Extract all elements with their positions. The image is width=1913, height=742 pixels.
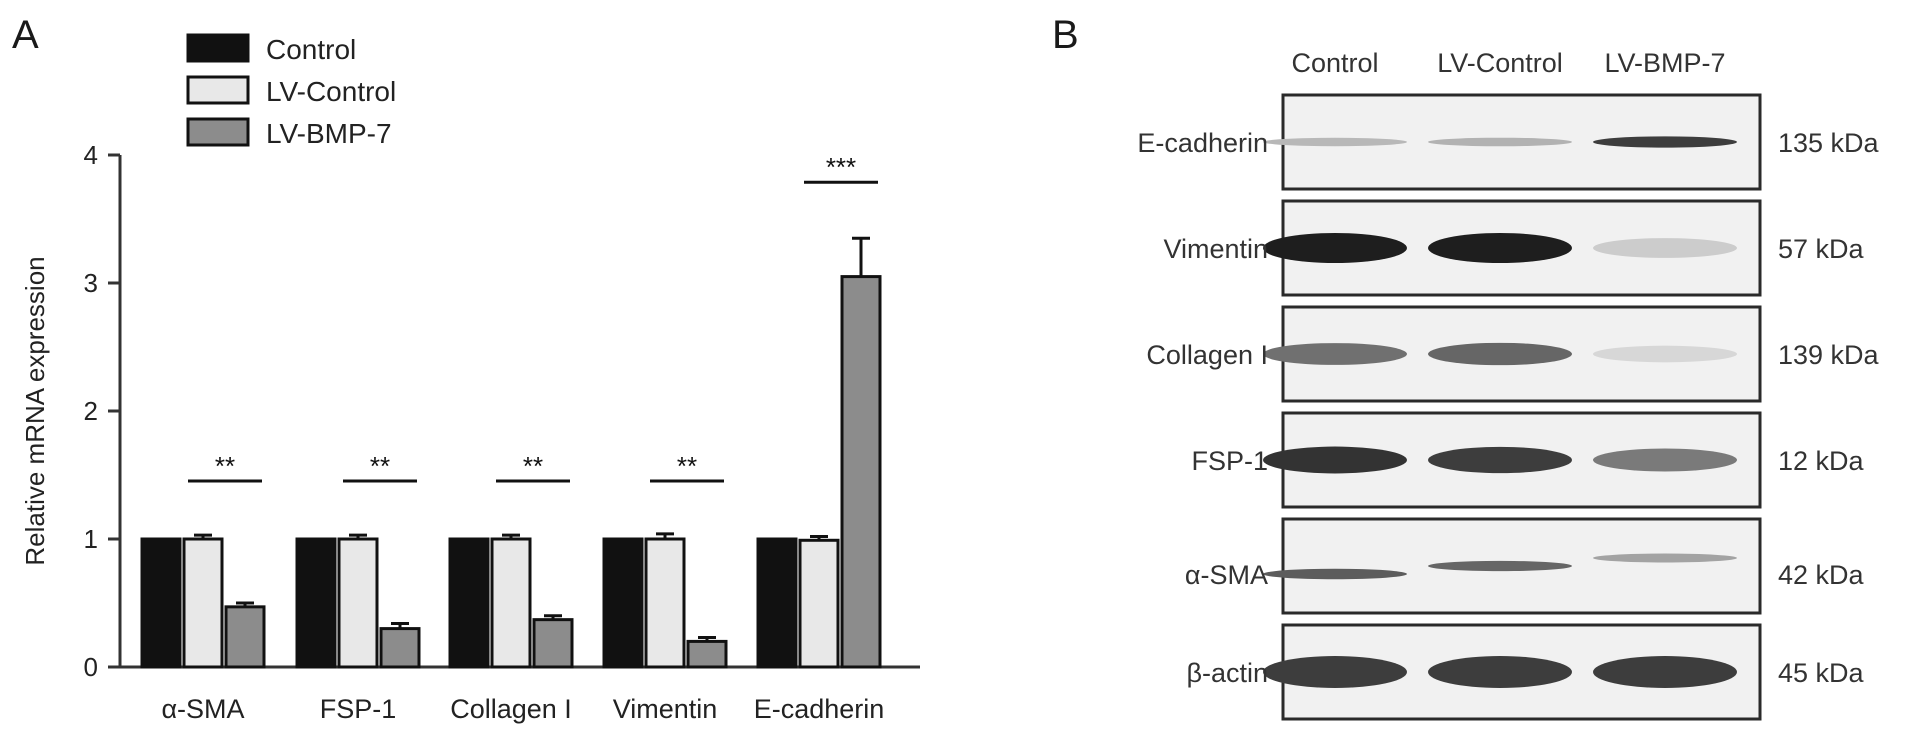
legend: Control LV-Control LV-BMP-7 <box>186 33 396 149</box>
legend-swatch <box>186 75 250 105</box>
bars <box>140 275 882 669</box>
blot-band <box>1593 656 1737 688</box>
bar <box>140 537 182 669</box>
molecular-weight-label: 135 kDa <box>1778 128 1880 158</box>
bar <box>448 537 490 669</box>
molecular-weight-label: 45 kDa <box>1778 658 1865 688</box>
category-label: Vimentin <box>613 694 718 724</box>
y-tick-label: 3 <box>84 268 98 298</box>
panel-a-label: A <box>12 13 39 57</box>
significance-label: *** <box>826 152 856 182</box>
molecular-weight-label: 12 kDa <box>1778 446 1865 476</box>
lane-labels: Control LV-Control LV-BMP-7 <box>1291 48 1725 78</box>
blot-band <box>1593 345 1737 363</box>
panel-b: B Control LV-Control LV-BMP-7 E-cadherin 13… <box>1052 13 1880 721</box>
blot-band <box>1428 656 1572 688</box>
molecular-weight-label: 57 kDa <box>1778 234 1865 264</box>
bar <box>490 537 532 669</box>
blot-band <box>1263 137 1407 147</box>
bar <box>182 537 224 669</box>
y-ticks: 0 1 2 3 4 <box>84 140 120 682</box>
legend-swatch <box>186 33 250 63</box>
significance-markers: ** ** ** ***** <box>188 152 878 483</box>
bar <box>379 627 421 669</box>
y-tick-label: 2 <box>84 396 98 426</box>
legend-entry: LV-Control <box>266 76 396 107</box>
molecular-weight-label: 42 kDa <box>1778 560 1865 590</box>
blot-band <box>1263 656 1407 688</box>
blot-panel: α-SMA 42 kDa <box>1185 517 1865 615</box>
category-label: Collagen I <box>450 694 572 724</box>
bar <box>840 275 882 669</box>
protein-label: FSP-1 <box>1191 446 1268 476</box>
significance-label: ** <box>523 451 543 481</box>
blot-band <box>1593 448 1737 472</box>
legend-entry: Control <box>266 34 356 65</box>
lane-label: LV-Control <box>1437 48 1563 78</box>
protein-label: β-actin <box>1186 658 1268 688</box>
blot-band <box>1593 136 1737 148</box>
bar <box>532 618 574 669</box>
protein-label: E-cadherin <box>1137 128 1268 158</box>
blot-band <box>1428 137 1572 147</box>
category-label: E-cadherin <box>754 694 885 724</box>
bar <box>337 537 379 669</box>
bar <box>686 639 728 669</box>
blot-panel: Vimentin 57 kDa <box>1163 199 1865 297</box>
bar <box>644 537 686 669</box>
significance-label: ** <box>370 451 390 481</box>
blot-band <box>1428 560 1572 572</box>
significance-label: ** <box>215 451 235 481</box>
error-bars <box>194 236 870 642</box>
significance-label: ** <box>677 451 697 481</box>
blot-panel: Collagen I 139 kDa <box>1146 305 1880 403</box>
blot-band <box>1263 446 1407 474</box>
category-label: FSP-1 <box>320 694 397 724</box>
y-tick-label: 1 <box>84 524 98 554</box>
blot-band <box>1263 233 1407 263</box>
blot-panel: FSP-1 12 kDa <box>1191 411 1865 509</box>
protein-label: Collagen I <box>1146 340 1268 370</box>
category-labels: α-SMA FSP-1 Collagen I Vimentin E-cadherin <box>161 694 884 724</box>
legend-swatch <box>186 117 250 147</box>
y-tick-label: 0 <box>84 652 98 682</box>
blot-band <box>1428 342 1572 366</box>
category-label: α-SMA <box>161 694 244 724</box>
blot-band <box>1263 568 1407 580</box>
bar <box>798 538 840 669</box>
lane-label: LV-BMP-7 <box>1604 48 1725 78</box>
bar <box>295 537 337 669</box>
bar <box>224 605 266 669</box>
blot-band <box>1428 446 1572 474</box>
legend-entry: LV-BMP-7 <box>266 118 392 149</box>
blot-band <box>1593 238 1737 258</box>
blot-panel: β-actin 45 kDa <box>1186 623 1865 721</box>
blot-panel: E-cadherin 135 kDa <box>1137 93 1880 191</box>
panel-b-label: B <box>1052 13 1079 57</box>
bar <box>756 537 798 669</box>
blot-band <box>1428 233 1572 263</box>
molecular-weight-label: 139 kDa <box>1778 340 1880 370</box>
lane-label: Control <box>1291 48 1378 78</box>
y-tick-label: 4 <box>84 140 98 170</box>
panel-a: A Control LV-Control LV-BMP-7 Relative mRN… <box>12 13 920 724</box>
western-blot-panels: E-cadherin 135 kDa Vimentin 57 kDa Collagen … <box>1137 93 1880 721</box>
y-axis-label: Relative mRNA expression <box>20 256 50 565</box>
protein-label: Vimentin <box>1163 234 1268 264</box>
bar <box>602 537 644 669</box>
protein-label: α-SMA <box>1185 560 1268 590</box>
blot-band <box>1593 553 1737 563</box>
blot-band <box>1263 343 1407 365</box>
